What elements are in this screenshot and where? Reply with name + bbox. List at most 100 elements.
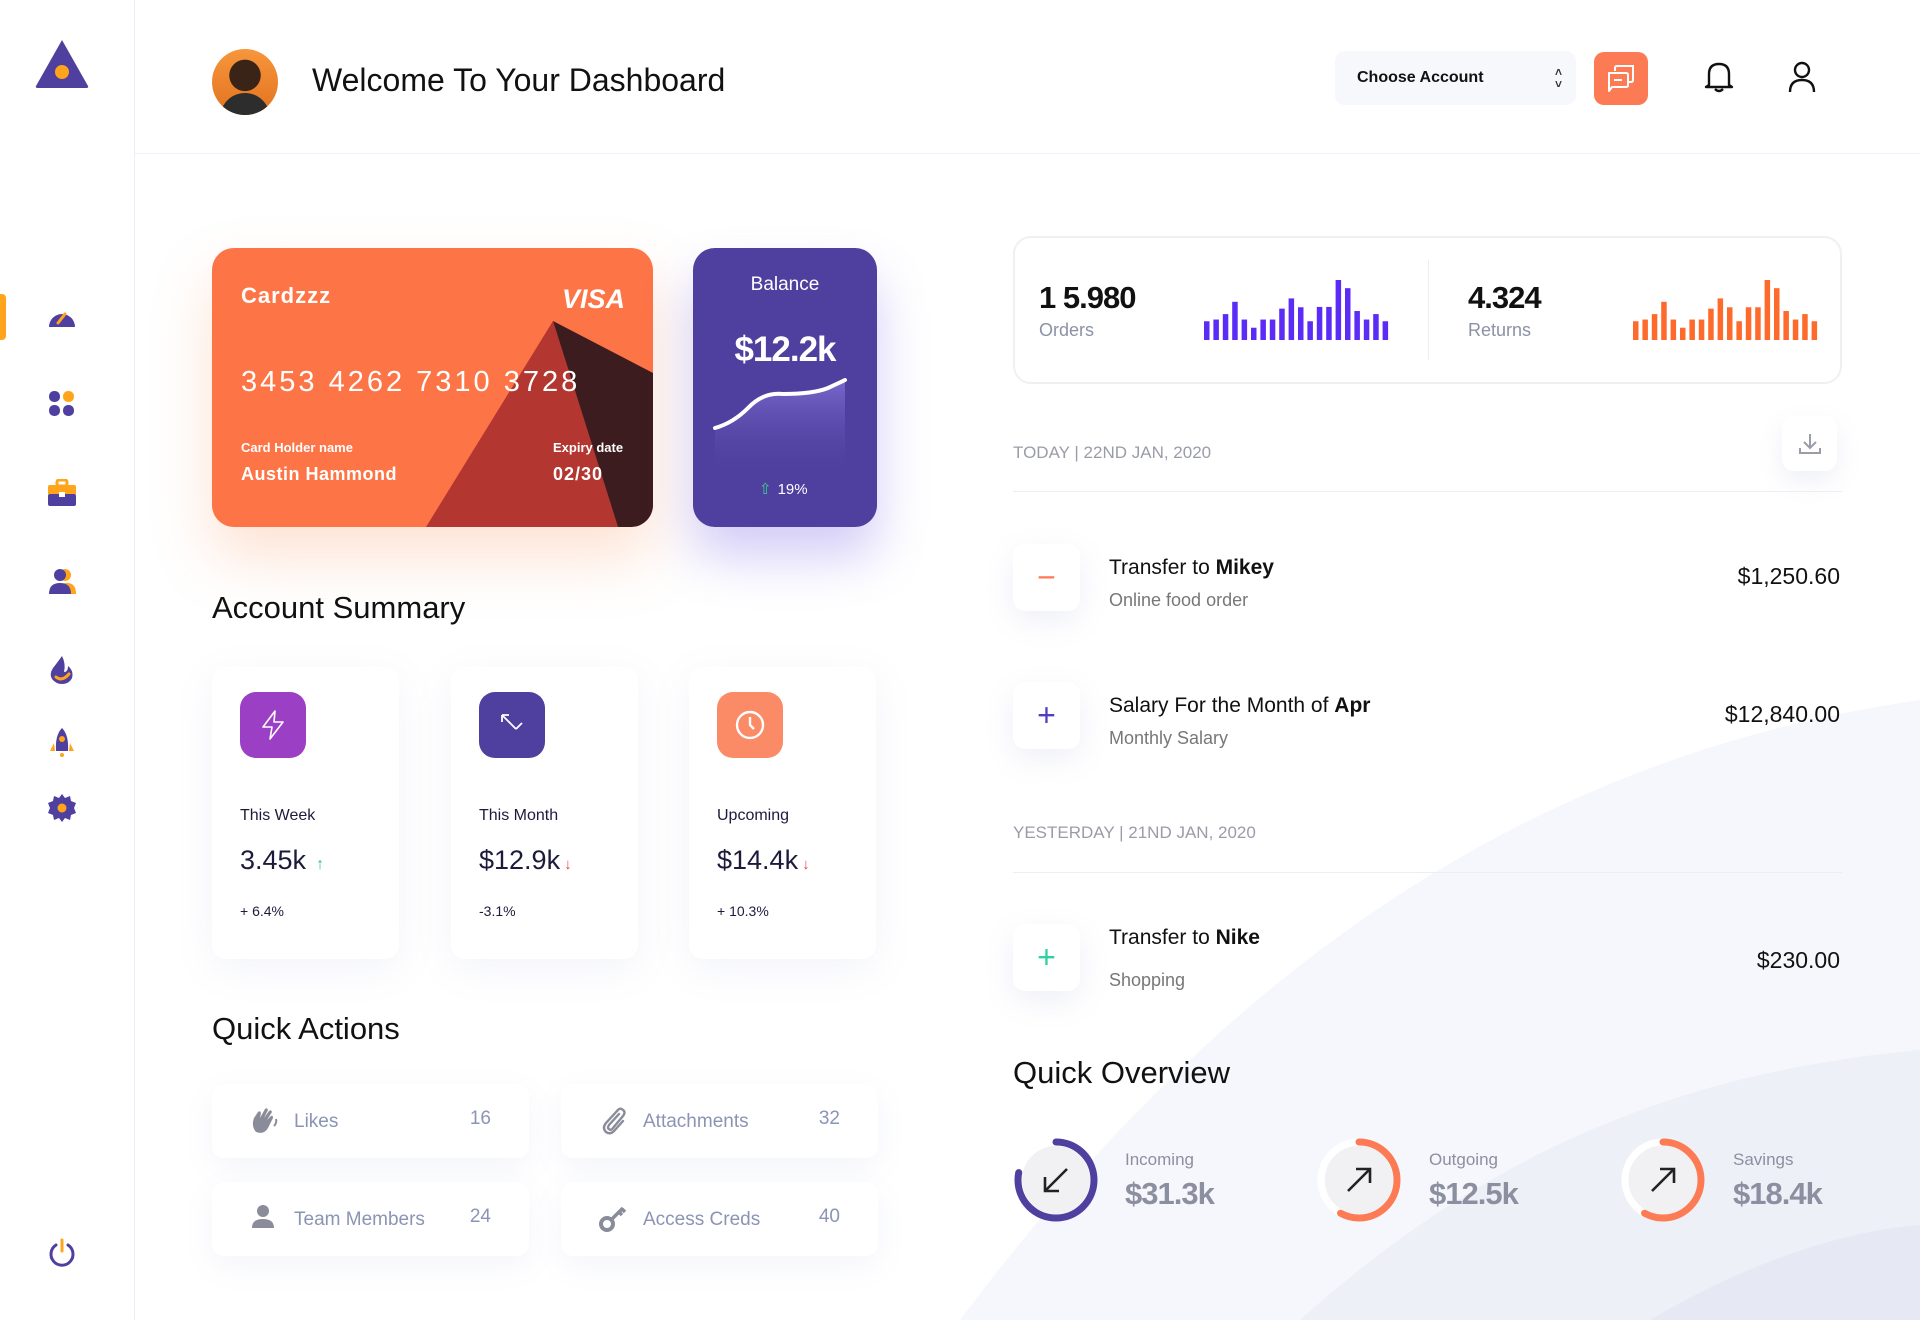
quick-action-attachments[interactable]: Attachments 32: [561, 1084, 878, 1158]
quick-action-count: 32: [818, 1108, 840, 1129]
bar: [1326, 306, 1332, 340]
transaction-title-text: Transfer to: [1109, 556, 1216, 579]
dashboard-gauge-icon: [49, 312, 75, 327]
bar: [1811, 321, 1818, 340]
sidebar-item-users[interactable]: [44, 564, 80, 600]
bar: [1354, 311, 1360, 340]
summary-card[interactable]: Upcoming $14.4k ↓ + 10.3%: [689, 667, 876, 959]
arrow-up-left-icon: [479, 692, 545, 758]
overview-value: $31.3k: [1125, 1176, 1215, 1211]
logout-button[interactable]: [44, 1235, 80, 1271]
summary-change: + 10.3%: [717, 903, 769, 919]
arrow-up-right-icon: [1347, 1167, 1372, 1192]
transaction-subtitle: Shopping: [1109, 970, 1186, 990]
quick-action-likes[interactable]: Likes 16: [212, 1084, 529, 1158]
balance-value: $12.2k: [734, 330, 836, 369]
arrow-down-left-icon: [1043, 1168, 1068, 1193]
quick-action-count: 24: [469, 1206, 491, 1227]
credit-card[interactable]: Cardzzz VISA 3453 4262 7310 3728 Card Ho…: [212, 248, 653, 527]
divider: [1013, 872, 1842, 873]
card-pattern: [426, 321, 653, 527]
transaction-title: Transfer to Mikey: [1109, 556, 1274, 580]
bar: [1335, 280, 1342, 340]
summary-label: Upcoming: [717, 807, 790, 824]
trend-down-icon: ↓: [802, 856, 810, 873]
overview-value: $12.5k: [1429, 1176, 1519, 1211]
power-icon: [49, 1238, 75, 1267]
sidebar-item-dashboard[interactable]: [44, 298, 80, 334]
summary-card[interactable]: This Week 3.45k ↑ + 6.4%: [212, 667, 399, 959]
quick-action-label: Access Creds: [643, 1209, 761, 1230]
transaction-title-text: Salary For the Month of: [1109, 694, 1335, 717]
stats-divider: [1428, 260, 1429, 360]
bar: [1260, 319, 1266, 340]
visa-logo: VISA: [561, 284, 625, 314]
sidebar: [0, 0, 135, 1320]
bar: [1698, 319, 1705, 340]
bar: [1764, 280, 1771, 340]
sidebar-item-fire[interactable]: [44, 652, 80, 688]
balance-change-value: 19%: [777, 480, 808, 498]
quick-action-label: Team Members: [294, 1209, 425, 1230]
bar: [1316, 306, 1323, 340]
sidebar-item-rocket[interactable]: [44, 725, 80, 761]
bar: [1802, 314, 1808, 340]
notifications-button[interactable]: [1704, 60, 1734, 99]
summary-value-row: 3.45k ↑: [240, 845, 324, 876]
sidebar-item-settings[interactable]: [44, 790, 80, 826]
header-divider: [135, 153, 1920, 154]
summary-card[interactable]: This Month $12.9k ↓ -3.1%: [451, 667, 638, 959]
returns-bar-chart: [1633, 280, 1818, 340]
profile-button[interactable]: [1787, 60, 1817, 99]
expiry-date: 02/30: [553, 464, 604, 484]
chat-bubbles-icon: [1608, 64, 1634, 92]
bar: [1727, 307, 1733, 340]
plus-icon[interactable]: +: [1013, 924, 1080, 991]
settings-gear-icon: [48, 794, 76, 822]
paperclip-icon: [599, 1106, 629, 1141]
yesterday-label: YESTERDAY | 21ND JAN, 2020: [1013, 823, 1256, 842]
chevron-updown-icon: ˄ ˅: [1554, 65, 1562, 91]
transaction-title: Salary For the Month of Apr: [1109, 694, 1370, 718]
overview-label: Incoming: [1125, 1150, 1194, 1169]
sidebar-item-briefcase[interactable]: [44, 475, 80, 511]
bar: [1222, 314, 1229, 340]
bar: [1680, 327, 1686, 340]
summary-value-row: $12.9k ↓: [479, 845, 572, 876]
download-button[interactable]: [1782, 416, 1837, 471]
quick-action-access-creds[interactable]: Access Creds 40: [561, 1182, 878, 1256]
minus-icon[interactable]: −: [1013, 544, 1080, 611]
bar: [1745, 307, 1752, 340]
bar: [1792, 319, 1799, 340]
sidebar-item-apps[interactable]: [44, 386, 80, 422]
trend-up-icon: ↑: [316, 856, 325, 873]
balance-card[interactable]: Balance $12.2k ⇧ 19%: [693, 248, 877, 527]
apps-grid-icon: [49, 391, 74, 416]
bar: [1345, 288, 1351, 340]
overview-label: Savings: [1733, 1150, 1794, 1169]
quick-action-count: 40: [818, 1206, 840, 1227]
avatar[interactable]: [212, 49, 278, 115]
overview-value: $18.4k: [1733, 1176, 1823, 1211]
quick-action-label: Attachments: [643, 1111, 749, 1132]
expiry-label: Expiry date: [553, 440, 624, 455]
transaction-title-text: Transfer to: [1109, 926, 1216, 949]
account-select-value: Choose Account: [1357, 69, 1484, 86]
progress-arc: [1014, 1138, 1098, 1222]
quick-action-team-members[interactable]: Team Members 24: [212, 1182, 529, 1256]
account-select[interactable]: Choose Account ˄ ˅: [1335, 51, 1576, 105]
messages-button[interactable]: [1594, 52, 1648, 105]
orders-bar-chart: [1204, 280, 1389, 340]
card-number: 3453 4262 7310 3728: [241, 366, 581, 398]
download-icon: [1798, 433, 1821, 454]
bar: [1736, 321, 1742, 340]
plus-icon[interactable]: +: [1013, 682, 1080, 749]
card-holder-label: Card Holder name: [241, 440, 353, 455]
transaction-party: Nike: [1215, 926, 1260, 949]
bar: [1307, 321, 1313, 340]
page-title: Welcome To Your Dashboard: [312, 62, 726, 98]
quick-overview-title: Quick Overview: [1013, 1055, 1231, 1090]
balance-sparkline: [713, 378, 847, 478]
balance-label: Balance: [750, 274, 820, 295]
bar: [1232, 301, 1238, 340]
